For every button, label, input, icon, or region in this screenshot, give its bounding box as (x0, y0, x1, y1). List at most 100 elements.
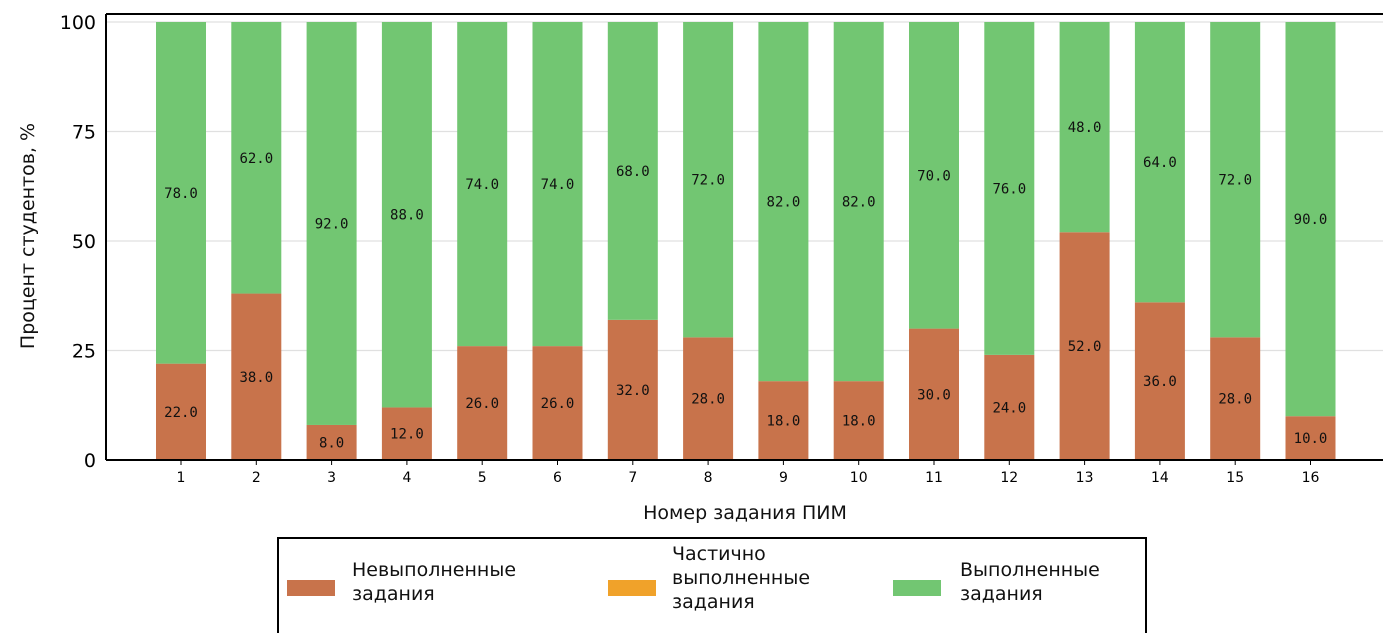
bar-segment (1134, 302, 1185, 460)
bar-value-label: 28.0 (1218, 392, 1252, 408)
bar-segment (607, 319, 658, 460)
bar-value-label: 12.0 (390, 427, 424, 443)
x-tick-label: 11 (925, 470, 943, 486)
bar-value-label: 76.0 (992, 181, 1026, 197)
y-axis-title: Процент студентов, % (17, 123, 39, 349)
bar-segment (984, 22, 1035, 355)
bar-segment (833, 22, 884, 382)
legend-label: задания (672, 591, 755, 613)
bar-segment (457, 22, 508, 347)
bar-value-label: 32.0 (616, 383, 650, 399)
bar-value-label: 26.0 (541, 396, 575, 412)
x-tick-label: 2 (252, 470, 261, 486)
bar-segment (1210, 337, 1261, 460)
y-tick-labels: 0 25 50 75 100 (60, 12, 96, 472)
bar-segment (156, 22, 206, 364)
x-tick-label: 3 (327, 470, 336, 486)
bar-value-label: 68.0 (616, 164, 650, 180)
x-tick-label: 13 (1076, 470, 1094, 486)
bar-value-label: 38.0 (239, 370, 273, 386)
bar-segment (231, 22, 282, 294)
bar-segment (909, 328, 959, 460)
bars-layer (156, 22, 1336, 460)
bar-value-label: 72.0 (1218, 173, 1252, 189)
bar-value-label: 72.0 (691, 173, 725, 189)
bar-segment (1285, 22, 1336, 417)
legend-label: Выполненные (960, 559, 1100, 581)
y-tick-label: 25 (72, 341, 96, 363)
y-tick-label: 100 (60, 12, 96, 34)
legend: НевыполненныезаданияЧастичновыполненныез… (277, 537, 1147, 633)
bar-value-label: 28.0 (691, 392, 725, 408)
bar-segment (1285, 416, 1336, 460)
bar-segment (457, 346, 508, 460)
legend-label: Частично (672, 543, 766, 565)
legend-box (277, 537, 1147, 633)
bar-value-label: 26.0 (465, 396, 499, 412)
bar-segment (1059, 232, 1110, 460)
bar-value-label: 22.0 (164, 405, 198, 421)
x-tick-label: 6 (553, 470, 562, 486)
x-tick-label: 9 (779, 470, 788, 486)
y-tick-label: 75 (72, 122, 96, 144)
bar-value-label: 18.0 (767, 414, 801, 430)
bar-value-label: 30.0 (917, 387, 951, 403)
bar-segment (381, 407, 432, 460)
axes (105, 13, 1383, 461)
x-tick-label: 16 (1302, 470, 1320, 486)
x-tick-label: 5 (478, 470, 487, 486)
bar-value-label: 82.0 (767, 195, 801, 211)
bar-value-label: 64.0 (1143, 155, 1177, 171)
x-tick-label: 1 (177, 470, 186, 486)
bar-segment (683, 337, 734, 460)
legend-label: выполненные (672, 567, 810, 589)
bar-value-label: 74.0 (465, 177, 499, 193)
grid-lines (106, 21, 1383, 352)
bar-labels-layer: 22.0 78.0 38.0 62.0 8.0 92.0 12.0 88.0 26.0 74.0 2… (164, 120, 1327, 451)
bar-value-label: 88.0 (390, 208, 424, 224)
bar-segment (532, 22, 583, 347)
bar-value-label: 74.0 (541, 177, 575, 193)
bar-segment (683, 22, 734, 338)
legend-label: Невыполненные (352, 559, 516, 581)
x-tick-label: 10 (850, 470, 868, 486)
legend-label: задания (352, 583, 435, 605)
legend-swatch (608, 580, 656, 596)
legend-swatch (893, 580, 941, 596)
bar-segment (156, 363, 206, 460)
bar-value-label: 36.0 (1143, 374, 1177, 390)
bar-value-label: 52.0 (1068, 339, 1102, 355)
x-tick-label: 15 (1226, 470, 1244, 486)
bar-segment (758, 22, 809, 382)
bar-value-label: 70.0 (917, 168, 951, 184)
bar-segment (1210, 22, 1261, 338)
bar-value-label: 10.0 (1294, 431, 1328, 447)
bar-value-label: 24.0 (992, 400, 1026, 416)
x-axis-title: Номер задания ПИМ (643, 502, 847, 524)
bar-segment (1059, 22, 1110, 233)
x-tick-labels: 1 2 3 4 5 6 7 8 9 10 11 12 13 14 15 16 (177, 460, 1320, 486)
x-tick-label: 7 (628, 470, 637, 486)
bar-segment (532, 346, 583, 460)
legend-label: задания (960, 583, 1043, 605)
bar-segment (381, 22, 432, 408)
bar-segment (306, 22, 357, 425)
bar-segment (306, 424, 357, 460)
x-tick-label: 12 (1000, 470, 1018, 486)
bar-value-label: 48.0 (1068, 120, 1102, 136)
bar-value-label: 8.0 (319, 435, 344, 451)
bar-segment (833, 381, 884, 460)
x-tick-label: 4 (402, 470, 411, 486)
bar-segment (1134, 22, 1185, 303)
bar-value-label: 78.0 (164, 186, 198, 202)
y-tick-label: 0 (84, 450, 96, 472)
bar-value-label: 82.0 (842, 195, 876, 211)
bar-segment (607, 22, 658, 320)
bar-value-label: 92.0 (315, 216, 349, 232)
bar-segment (909, 22, 959, 329)
x-tick-label: 8 (704, 470, 713, 486)
bar-segment (984, 354, 1035, 460)
y-tick-label: 50 (72, 231, 96, 253)
bar-segment (231, 293, 282, 460)
x-tick-label: 14 (1151, 470, 1169, 486)
